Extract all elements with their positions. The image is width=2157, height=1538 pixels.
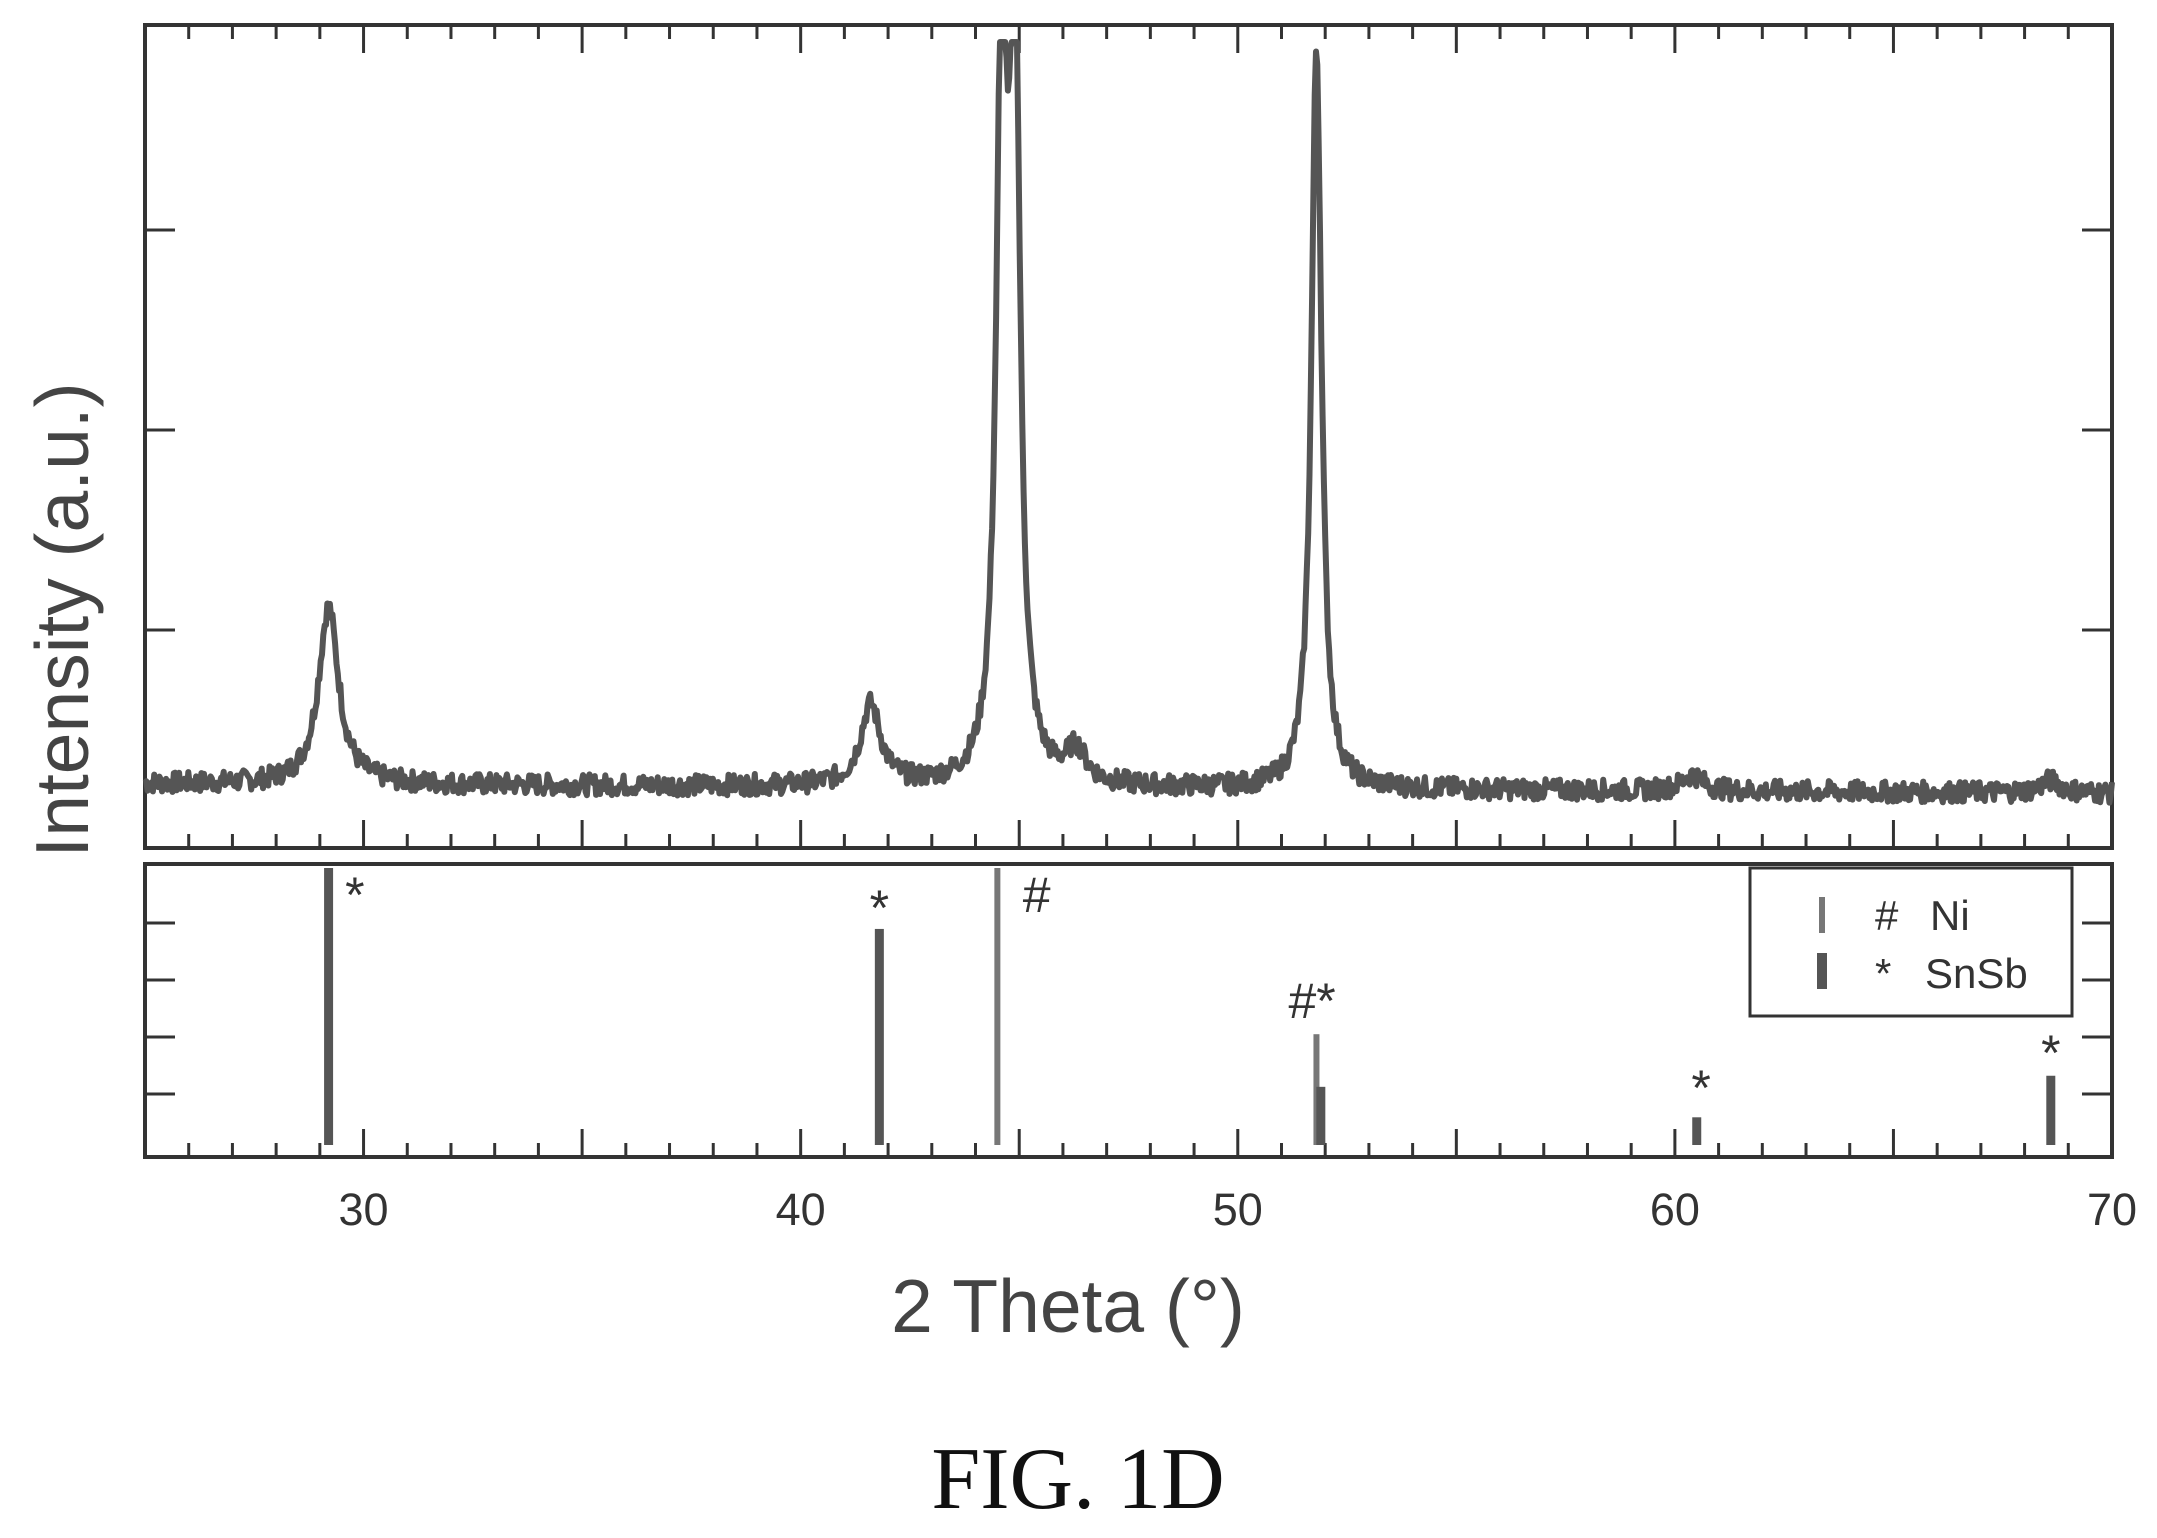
reference-bar-snsb [2046,1075,2056,1145]
peak-marker: * [345,867,364,923]
reference-bar-snsb [1692,1117,1702,1145]
peak-marker: * [1691,1060,1710,1116]
legend-marker-ni: # [1875,892,1899,939]
bottom-panel-ticks [145,921,2112,1157]
reference-bar-ni [994,868,1001,1145]
y-axis-label: Intensity (a.u.) [20,382,104,857]
top-panel [142,23,2115,850]
peak-marker: * [870,880,889,936]
x-tick-label: 70 [2087,1184,2137,1235]
peak-marker: #* [1288,973,1335,1029]
legend-label-snsb: SnSb [1925,950,2028,997]
xrd-intensity-trace [142,39,2115,806]
top-panel-ticks [145,25,2112,848]
bottom-panel-frame [143,862,2114,1159]
reference-markers: * * ##*** [345,867,2060,1116]
bottom-panel: * * ##*** # Ni * SnSb [143,862,2114,1159]
reference-bar-snsb [874,928,884,1145]
peak-marker: # [1023,867,1051,923]
legend: # Ni * SnSb [1748,866,2074,1018]
reference-bar-snsb [1316,1086,1326,1145]
legend-marker-snsb: * [1875,950,1891,997]
reference-bar-snsb [324,868,334,1145]
legend-label-ni: Ni [1930,892,1970,939]
x-tick-labels: 30 40 50 60 70 [339,1184,2138,1235]
x-tick-label: 40 [776,1184,826,1235]
x-tick-label: 30 [339,1184,389,1235]
x-tick-label: 60 [1650,1184,1700,1235]
legend-swatch-snsb [1817,953,1827,989]
x-axis-label: 2 Theta (°) [891,1264,1245,1348]
reference-bars [324,868,2056,1145]
peak-marker: * [2041,1025,2060,1081]
legend-box [1748,866,2074,1018]
legend-swatch-ni [1819,897,1825,933]
x-tick-label: 50 [1213,1184,1263,1235]
top-panel-frame [143,23,2114,850]
figure-caption: FIG. 1D [931,1431,1224,1528]
